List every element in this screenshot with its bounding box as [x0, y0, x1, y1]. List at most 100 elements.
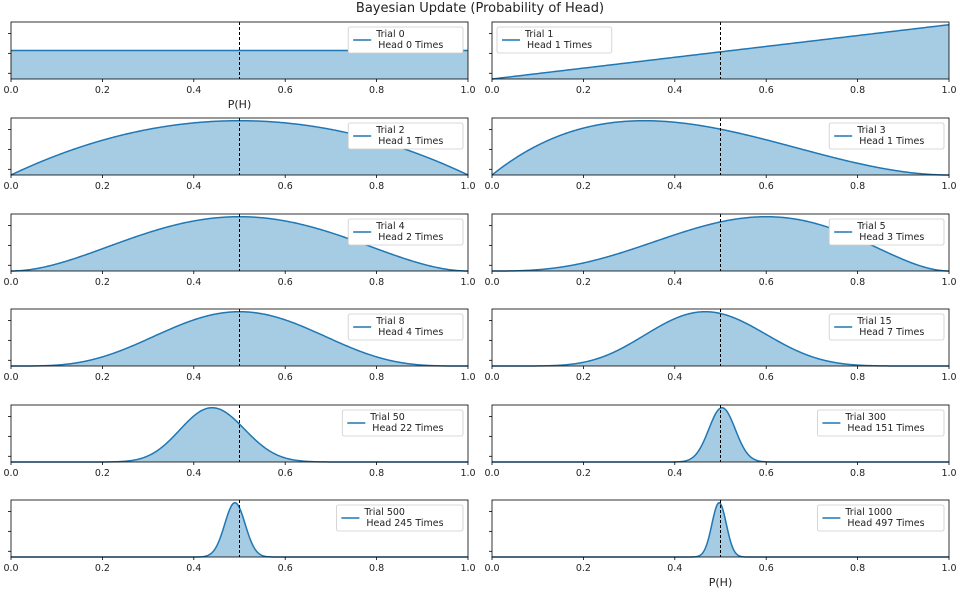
- x-tick-label: 0.2: [576, 85, 591, 96]
- legend-box: [347, 313, 464, 341]
- density-fill: [492, 502, 949, 557]
- x-tick-label: 0.8: [850, 85, 865, 96]
- x-tick-label: 0.4: [667, 181, 682, 192]
- density-fill: [492, 120, 949, 175]
- legend-heads-label: Head 22 Times: [372, 423, 443, 434]
- x-tick-label: 0.6: [759, 181, 774, 192]
- legend-box: [347, 218, 464, 246]
- x-tick-label: 0.0: [3, 468, 18, 479]
- axes-frame: [491, 404, 950, 463]
- x-tick-label: 0.6: [278, 372, 293, 383]
- x-tick-label: 0.2: [576, 372, 591, 383]
- legend-heads-label: Head 151 Times: [847, 423, 924, 434]
- x-tick-label: 0.2: [576, 563, 591, 574]
- x-tick-label: 0.6: [278, 468, 293, 479]
- axes-frame: [491, 21, 950, 80]
- density-fill: [492, 24, 949, 79]
- legend-box: [817, 409, 945, 437]
- x-axis-label: P(H): [709, 576, 733, 589]
- x-tick-label: 0.6: [278, 85, 293, 96]
- x-axis-label: P(H): [228, 98, 252, 111]
- density-fill: [11, 407, 468, 462]
- x-tick-label: 0.0: [484, 277, 499, 288]
- x-tick-label: 1.0: [941, 468, 956, 479]
- density-fill: [11, 216, 468, 271]
- x-tick-label: 0.2: [95, 85, 110, 96]
- axes-frame: [10, 117, 469, 176]
- legend-trial-label: Trial 3: [856, 125, 885, 136]
- x-tick-label: 0.0: [3, 181, 18, 192]
- density-fill: [11, 311, 468, 366]
- x-tick-label: 0.8: [850, 563, 865, 574]
- x-tick-label: 0.2: [95, 563, 110, 574]
- legend-trial-label: Trial 1000: [844, 507, 892, 518]
- x-tick-label: 1.0: [941, 372, 956, 383]
- x-tick-label: 0.2: [576, 181, 591, 192]
- legend-heads-label: Head 497 Times: [847, 518, 924, 529]
- x-tick-label: 0.0: [3, 277, 18, 288]
- x-tick-label: 0.2: [95, 468, 110, 479]
- x-tick-label: 0.4: [186, 563, 201, 574]
- x-tick-label: 0.2: [576, 277, 591, 288]
- x-tick-label: 1.0: [460, 85, 475, 96]
- x-tick-label: 0.4: [186, 372, 201, 383]
- x-tick-label: 0.4: [667, 372, 682, 383]
- x-tick-label: 0.8: [369, 468, 384, 479]
- x-tick-label: 0.6: [278, 563, 293, 574]
- x-tick-label: 0.0: [3, 563, 18, 574]
- axes-frame: [10, 404, 469, 463]
- x-tick-label: 0.6: [759, 85, 774, 96]
- x-tick-label: 0.6: [759, 277, 774, 288]
- x-tick-label: 0.0: [3, 85, 18, 96]
- legend-trial-label: Trial 2: [375, 125, 404, 136]
- axes-frame: [10, 499, 469, 558]
- legend-trial-label: Trial 50: [369, 412, 405, 423]
- density-fill: [11, 120, 468, 175]
- x-tick-label: 0.0: [484, 85, 499, 96]
- legend-box: [817, 504, 945, 532]
- x-tick-label: 0.8: [369, 181, 384, 192]
- x-tick-label: 1.0: [941, 563, 956, 574]
- axes-frame: [10, 21, 469, 80]
- legend-heads-label: Head 3 Times: [859, 232, 924, 243]
- legend-trial-label: Trial 5: [856, 221, 885, 232]
- axes-frame: [10, 213, 469, 272]
- axes-frame: [491, 499, 950, 558]
- legend-heads-label: Head 7 Times: [859, 327, 924, 338]
- x-tick-label: 1.0: [460, 181, 475, 192]
- legend-box: [335, 504, 464, 532]
- x-tick-label: 0.8: [850, 372, 865, 383]
- x-tick-label: 0.2: [95, 181, 110, 192]
- x-tick-label: 0.2: [95, 372, 110, 383]
- legend-heads-label: Head 245 Times: [366, 518, 443, 529]
- x-tick-label: 0.4: [667, 85, 682, 96]
- x-tick-label: 0.8: [369, 85, 384, 96]
- density-line: [491, 23, 950, 80]
- x-tick-label: 0.6: [759, 372, 774, 383]
- x-tick-label: 1.0: [941, 181, 956, 192]
- legend-box: [828, 313, 945, 341]
- legend-box: [341, 409, 464, 437]
- x-tick-label: 1.0: [460, 468, 475, 479]
- legend-box: [496, 26, 613, 54]
- legend-trial-label: Trial 4: [375, 221, 404, 232]
- x-tick-label: 1.0: [941, 85, 956, 96]
- x-tick-label: 0.6: [759, 563, 774, 574]
- legend-box: [828, 122, 945, 150]
